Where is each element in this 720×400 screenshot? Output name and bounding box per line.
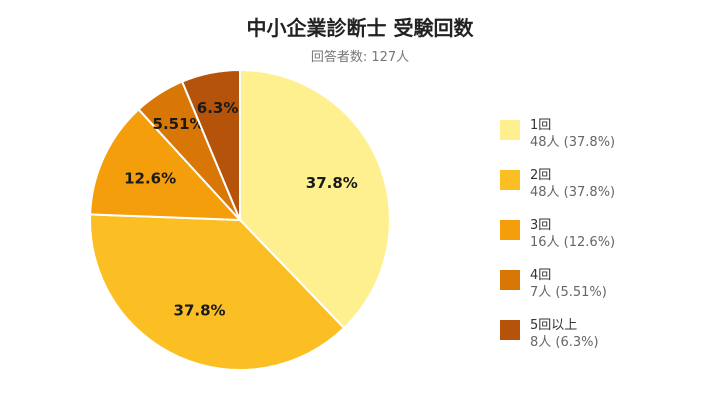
pie-slice-5[interactable]: [180, 68, 241, 221]
legend-item-2[interactable]: 2回 48人 (37.8%): [500, 167, 710, 217]
legend-swatch-5: [500, 320, 520, 340]
legend-label-2: 2回: [530, 168, 552, 183]
legend-item-5[interactable]: 5回以上 8人 (6.3%): [500, 317, 710, 367]
legend-swatch-1: [500, 120, 520, 140]
legend-value-5: 8人 (6.3%): [530, 335, 599, 350]
chart-title: 中小企業診断士 受験回数: [246, 16, 474, 40]
legend-item-3[interactable]: 3回 16人 (12.6%): [500, 217, 710, 267]
chart-subtitle: 回答者数: 127人: [310, 50, 410, 65]
legend-item-4[interactable]: 4回 7人 (5.51%): [500, 267, 710, 317]
legend-value-4: 7人 (5.51%): [530, 285, 607, 300]
pie-slice-1[interactable]: [239, 68, 391, 330]
legend-swatch-2: [500, 170, 520, 190]
legend-value-3: 16人 (12.6%): [530, 235, 616, 250]
pie-slice-2[interactable]: [89, 213, 346, 371]
slice-label-5: 6.3%: [197, 99, 239, 117]
legend-value-2: 48人 (37.8%): [530, 185, 616, 200]
legend-swatch-3: [500, 220, 520, 240]
legend-label-3: 3回: [530, 218, 552, 233]
legend-label-1: 1回: [530, 118, 552, 133]
legend-value-1: 48人 (37.8%): [530, 135, 616, 150]
legend-item-1[interactable]: 1回 48人 (37.8%): [500, 117, 710, 167]
slice-label-3: 12.6%: [124, 169, 176, 187]
legend-label-4: 4回: [530, 268, 552, 283]
legend: 1回 48人 (37.8%) 2回 48人 (37.8%) 3回 16人 (12…: [500, 117, 710, 367]
legend-label-5: 5回以上: [530, 318, 578, 333]
slice-label-1: 37.8%: [306, 174, 358, 192]
legend-swatch-4: [500, 270, 520, 290]
slice-label-4: 5.51%: [153, 115, 205, 133]
slice-label-2: 37.8%: [174, 301, 226, 319]
pie-slice-3[interactable]: [89, 108, 243, 222]
